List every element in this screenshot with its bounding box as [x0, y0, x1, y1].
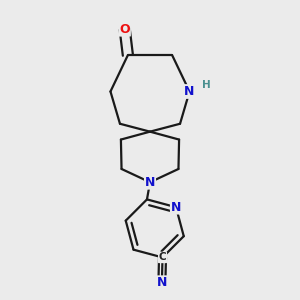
Text: H: H: [202, 80, 210, 89]
Text: O: O: [119, 23, 130, 36]
Text: N: N: [171, 201, 181, 214]
Text: N: N: [157, 276, 167, 289]
Text: N: N: [145, 176, 155, 189]
Text: C: C: [159, 252, 166, 262]
Text: N: N: [184, 85, 195, 98]
